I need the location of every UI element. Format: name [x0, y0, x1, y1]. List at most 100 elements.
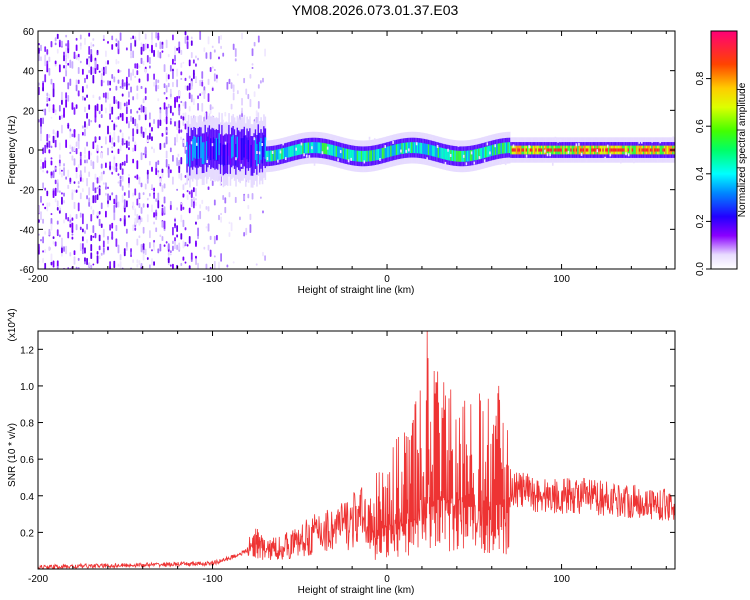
heatmap-cell — [337, 146, 339, 158]
heatmap-cell — [411, 142, 413, 154]
heatmap-cell — [180, 71, 183, 76]
heatmap-cell — [44, 160, 47, 169]
heatmap-cell — [226, 264, 229, 268]
heatmap-cell — [172, 81, 174, 88]
heatmap-cell — [190, 40, 193, 46]
heatmap-cell — [42, 147, 44, 155]
heatmap-cell — [186, 35, 189, 41]
heatmap-cell — [61, 91, 63, 101]
heatmap-cell — [146, 197, 149, 201]
heatmap-cell — [651, 148, 653, 152]
heatmap-cell — [486, 142, 489, 146]
heatmap-cell — [169, 93, 172, 98]
heatmap-cell — [58, 40, 61, 48]
heatmap-cell — [331, 144, 334, 156]
heatmap-cell — [621, 148, 624, 152]
heatmap-cell — [136, 85, 139, 91]
heatmap-cell — [228, 232, 231, 238]
heatmap-cell — [246, 137, 248, 160]
heatmap-cell — [476, 140, 478, 144]
heatmap-cell — [232, 134, 235, 157]
heatmap-cell — [40, 44, 42, 52]
heatmap-cell — [119, 113, 122, 118]
heatmap-cell — [394, 144, 396, 156]
heatmap-cell — [513, 148, 515, 152]
heatmap-cell — [258, 151, 261, 155]
heatmap-cell — [209, 104, 212, 111]
heatmap-cell — [125, 140, 128, 149]
heatmap-cell — [309, 142, 311, 154]
heatmap-cell — [620, 148, 623, 152]
heatmap-cell — [216, 234, 218, 241]
heatmap-cell — [295, 147, 298, 151]
heatmap-cell — [454, 150, 457, 162]
heatmap-cell — [73, 158, 76, 166]
heatmap-cell — [73, 146, 76, 152]
heatmap-cell — [262, 77, 264, 83]
heatmap-cell — [398, 143, 401, 155]
heatmap-cell — [117, 116, 120, 120]
heatmap-cell — [117, 135, 120, 143]
heatmap-cell — [128, 122, 130, 129]
heatmap-cell — [88, 171, 91, 178]
heatmap-cell — [209, 266, 212, 269]
heatmap-cell — [84, 77, 86, 83]
heatmap-cell — [512, 144, 515, 148]
heatmap-cell — [63, 64, 65, 69]
heatmap-cell — [502, 160, 504, 164]
heatmap-cell — [501, 142, 504, 154]
heatmap-cell — [209, 249, 212, 257]
heatmap-cell — [138, 78, 141, 83]
heatmap-cell — [148, 264, 151, 269]
heatmap-cell — [211, 66, 214, 69]
heatmap-xtick-label: -200 — [28, 274, 48, 285]
heatmap-cell — [132, 117, 135, 125]
heatmap-cell — [111, 171, 114, 175]
heatmap-cell — [190, 252, 193, 260]
heatmap-cell — [346, 148, 349, 160]
heatmap-cell — [84, 230, 86, 234]
heatmap-cell — [113, 96, 116, 105]
heatmap-cell — [281, 148, 283, 160]
heatmap-cell — [585, 158, 588, 162]
heatmap-cell — [144, 183, 147, 190]
heatmap-cell — [88, 69, 91, 74]
heatmap-cell — [134, 118, 137, 127]
heatmap-cell — [123, 248, 126, 257]
heatmap-cell — [221, 133, 223, 156]
heatmap-cell — [130, 37, 132, 40]
heatmap-cell — [313, 162, 316, 166]
heatmap-cell — [132, 96, 135, 101]
heatmap-cell — [153, 212, 155, 218]
heatmap-cell — [100, 68, 103, 72]
heatmap-cell — [130, 248, 132, 252]
heatmap-cell — [247, 204, 250, 210]
heatmap-cell — [90, 213, 93, 222]
heatmap-cell — [441, 148, 444, 159]
heatmap-cell — [148, 122, 151, 127]
heatmap-cell — [132, 158, 135, 164]
heatmap-cell — [613, 148, 616, 152]
heatmap-cell — [42, 182, 44, 189]
heatmap-cell — [100, 145, 103, 149]
heatmap-cell — [176, 68, 179, 77]
heatmap-cell — [455, 150, 458, 162]
heatmap-cell — [619, 148, 621, 152]
heatmap-cell — [100, 173, 103, 181]
heatmap-cell — [418, 142, 420, 154]
heatmap-cell — [98, 96, 101, 101]
heatmap-cell — [96, 144, 99, 152]
heatmap-cell — [241, 97, 243, 106]
heatmap-cell — [128, 99, 130, 106]
heatmap-cell — [44, 262, 47, 269]
heatmap-cell — [125, 116, 128, 124]
heatmap-cell — [426, 143, 429, 155]
heatmap-cell — [144, 127, 147, 135]
heatmap-cell — [204, 133, 207, 156]
heatmap-cell — [105, 92, 107, 99]
colorbar-tick-label: 0.6 — [695, 119, 706, 133]
heatmap-cell — [148, 48, 151, 52]
heatmap-cell — [58, 154, 61, 159]
heatmap-cell — [184, 123, 187, 130]
heatmap-cell — [63, 54, 65, 62]
